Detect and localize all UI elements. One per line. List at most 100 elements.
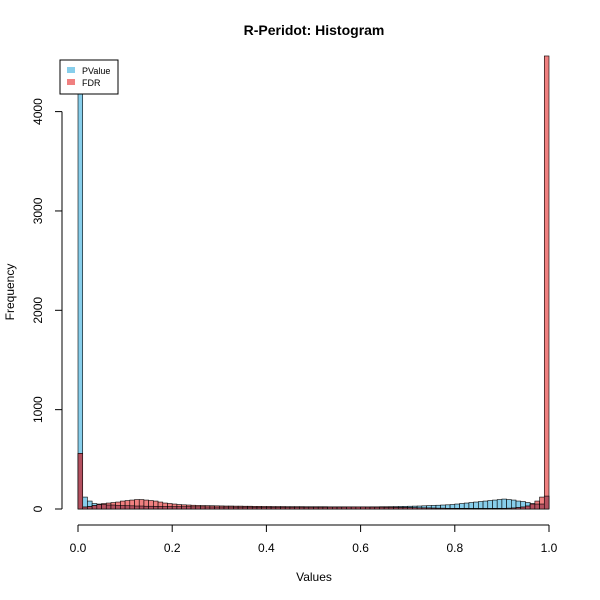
legend-swatch-fdr <box>67 79 75 85</box>
legend: PValue FDR <box>59 59 119 95</box>
overlap-bar <box>327 506 333 510</box>
y-axis-label: Frequency <box>3 264 17 321</box>
overlap-bar <box>463 508 470 510</box>
overlap-bar <box>407 507 413 510</box>
y-axis: 0 1000 2000 3000 4000 <box>31 98 63 512</box>
overlap-bar <box>157 506 164 510</box>
overlap-bar <box>284 506 291 510</box>
overlap-bar <box>369 506 376 510</box>
x-axis: 0.0 0.2 0.4 0.6 0.8 1.0 <box>70 524 558 555</box>
overlap-bar <box>346 506 352 510</box>
overlap-bar <box>190 506 197 510</box>
y-tick-label: 0 <box>31 505 45 512</box>
pvalue-bar <box>492 499 498 510</box>
overlap-bar <box>322 506 328 510</box>
overlap-bar <box>134 505 140 510</box>
overlap-bar <box>223 506 230 510</box>
overlap-bar <box>96 504 102 510</box>
y-tick-label: 2000 <box>31 297 45 324</box>
overlap-bar <box>105 504 112 510</box>
overlap-bar <box>82 506 88 510</box>
overlap-bar <box>336 506 343 510</box>
overlap-bar <box>247 506 253 510</box>
overlap-bar <box>445 508 451 510</box>
y-tick-label: 4000 <box>31 98 45 125</box>
overlap-bar <box>143 505 149 510</box>
overlap-bar <box>91 505 98 510</box>
overlap-bar <box>459 508 465 510</box>
overlap-bar <box>176 506 182 510</box>
overlap-bar <box>412 507 418 510</box>
chart-title: R-Peridot: Histogram <box>244 22 385 38</box>
overlap-bar <box>440 507 446 510</box>
x-axis-label: Values <box>296 570 332 584</box>
pvalue-bar <box>482 500 489 510</box>
overlap-bar <box>341 506 347 510</box>
overlap-bar <box>529 503 536 510</box>
overlap-bar <box>167 506 173 510</box>
overlap-bar <box>374 506 380 510</box>
overlap-bar <box>299 506 305 510</box>
pvalue-bar <box>478 501 484 510</box>
overlap-bar <box>270 506 277 510</box>
overlap-bar <box>266 506 272 510</box>
y-tick-label: 3000 <box>31 197 45 224</box>
y-tick-label: 1000 <box>31 396 45 423</box>
overlap-bar <box>115 505 121 510</box>
overlap-bar <box>454 508 460 510</box>
overlap-bar <box>120 505 126 510</box>
x-tick-label: 1.0 <box>541 541 558 555</box>
overlap-bar <box>520 506 526 510</box>
overlap-bar <box>379 506 385 510</box>
overlap-bar <box>388 507 394 510</box>
overlap-bar <box>360 506 366 510</box>
overlap-bar <box>511 507 517 510</box>
overlap-bar <box>162 506 168 510</box>
pvalue-bar <box>496 499 503 510</box>
overlap-bar <box>228 506 234 510</box>
overlap-bar <box>251 506 258 510</box>
overlap-bar <box>365 506 371 510</box>
overlap-bar <box>313 506 319 510</box>
overlap-bar <box>219 506 225 510</box>
overlap-bar <box>393 507 399 510</box>
fdr-bar <box>543 55 550 510</box>
overlap-bar <box>416 507 423 510</box>
overlap-bar <box>543 495 550 510</box>
overlap-bar <box>317 506 324 510</box>
overlap-bar <box>110 504 116 510</box>
pvalue-bar <box>473 501 479 510</box>
overlap-bar <box>101 504 107 510</box>
overlap-bar <box>534 503 540 510</box>
pvalue-bar <box>501 498 507 510</box>
overlap-bar <box>350 506 357 510</box>
overlap-bar <box>129 505 135 510</box>
overlap-bar <box>308 506 314 510</box>
legend-label-pvalue: PValue <box>82 66 110 76</box>
overlap-bar <box>421 507 427 510</box>
overlap-bar <box>303 506 310 510</box>
overlap-bar <box>515 507 522 510</box>
overlap-bar <box>195 506 201 510</box>
x-tick-label: 0.0 <box>70 541 87 555</box>
x-tick-label: 0.8 <box>446 541 463 555</box>
overlap-bar <box>204 506 211 510</box>
overlap-bar <box>237 506 244 510</box>
overlap-bar <box>261 506 267 510</box>
overlap-bar <box>355 506 361 510</box>
pvalue-bar <box>77 61 84 510</box>
x-tick-label: 0.6 <box>352 541 369 555</box>
overlap-bar <box>256 506 262 510</box>
overlap-bar <box>280 506 286 510</box>
pvalue-bar <box>468 502 474 510</box>
overlap-bar <box>233 506 239 510</box>
pvalue-bar <box>511 499 517 510</box>
overlap-bar <box>501 508 507 510</box>
overlap-bar <box>171 506 178 510</box>
overlap-bar <box>186 506 192 510</box>
overlap-bar <box>539 503 545 510</box>
overlap-bar <box>181 506 187 510</box>
overlap-bar <box>200 506 206 510</box>
overlap-bar <box>402 507 408 510</box>
